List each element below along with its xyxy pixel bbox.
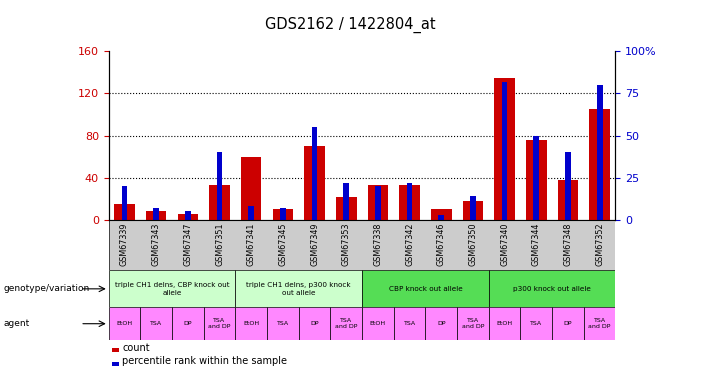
Bar <box>463 201 483 220</box>
Bar <box>273 209 293 220</box>
Bar <box>407 183 412 220</box>
Bar <box>140 308 172 340</box>
Bar <box>236 270 362 308</box>
Bar <box>109 308 140 340</box>
Text: GSM67350: GSM67350 <box>468 222 477 266</box>
Bar <box>280 208 286 220</box>
Text: triple CH1 delns, CBP knock out
allele: triple CH1 delns, CBP knock out allele <box>115 282 229 296</box>
Text: DP: DP <box>184 321 192 326</box>
Bar <box>375 186 381 220</box>
Text: GDS2162 / 1422804_at: GDS2162 / 1422804_at <box>265 17 436 33</box>
Bar <box>236 308 267 340</box>
Text: GSM67352: GSM67352 <box>595 222 604 266</box>
Bar <box>494 78 515 220</box>
Bar <box>336 197 357 220</box>
Text: percentile rank within the sample: percentile rank within the sample <box>123 356 287 366</box>
Text: GSM67349: GSM67349 <box>310 222 319 266</box>
Bar <box>154 208 159 220</box>
Bar <box>343 183 349 220</box>
Bar <box>241 157 261 220</box>
Text: GSM67347: GSM67347 <box>184 222 192 266</box>
Bar <box>362 308 394 340</box>
Bar <box>109 270 236 308</box>
Bar <box>114 204 135 220</box>
Bar <box>172 308 204 340</box>
Bar <box>248 206 254 220</box>
Bar <box>533 136 539 220</box>
Text: EtOH: EtOH <box>243 321 259 326</box>
Bar <box>426 308 457 340</box>
Bar <box>312 127 318 220</box>
Text: TSA: TSA <box>404 321 416 326</box>
Bar <box>558 180 578 220</box>
Bar <box>185 211 191 220</box>
Bar <box>502 82 508 220</box>
Bar <box>109 220 615 270</box>
Text: TSA
and DP: TSA and DP <box>588 318 611 329</box>
Text: p300 knock out allele: p300 knock out allele <box>513 286 591 292</box>
Bar <box>217 153 222 220</box>
Text: TSA
and DP: TSA and DP <box>208 318 231 329</box>
Text: GSM67353: GSM67353 <box>341 222 350 266</box>
Bar <box>304 146 325 220</box>
Bar <box>267 308 299 340</box>
Text: genotype/variation: genotype/variation <box>4 284 90 293</box>
Text: GSM67340: GSM67340 <box>500 222 509 266</box>
Text: DP: DP <box>311 321 319 326</box>
Text: DP: DP <box>564 321 572 326</box>
Bar <box>597 85 603 220</box>
Bar <box>489 308 520 340</box>
Text: TSA: TSA <box>150 321 162 326</box>
Text: GSM67351: GSM67351 <box>215 222 224 266</box>
Text: GSM67338: GSM67338 <box>374 222 383 266</box>
Bar <box>584 308 615 340</box>
Bar <box>299 308 330 340</box>
Text: TSA: TSA <box>277 321 289 326</box>
Bar <box>209 185 230 220</box>
Bar <box>204 308 236 340</box>
Text: agent: agent <box>4 319 29 328</box>
Text: EtOH: EtOH <box>496 321 512 326</box>
Bar <box>330 308 362 340</box>
Text: GSM67348: GSM67348 <box>564 222 573 266</box>
Text: TSA: TSA <box>530 321 543 326</box>
Text: TSA
and DP: TSA and DP <box>335 318 358 329</box>
Text: GSM67343: GSM67343 <box>151 222 161 266</box>
Bar <box>565 153 571 220</box>
Bar <box>367 185 388 220</box>
Text: TSA
and DP: TSA and DP <box>462 318 484 329</box>
Text: triple CH1 delns, p300 knock
out allele: triple CH1 delns, p300 knock out allele <box>246 282 351 296</box>
Text: GSM67345: GSM67345 <box>278 222 287 266</box>
Text: GSM67341: GSM67341 <box>247 222 256 266</box>
Text: DP: DP <box>437 321 446 326</box>
Bar <box>146 211 166 220</box>
Bar <box>489 270 615 308</box>
Bar <box>552 308 584 340</box>
Text: GSM67339: GSM67339 <box>120 222 129 266</box>
Text: GSM67344: GSM67344 <box>532 222 540 266</box>
Text: EtOH: EtOH <box>370 321 386 326</box>
Text: count: count <box>123 343 150 352</box>
Text: GSM67346: GSM67346 <box>437 222 446 266</box>
Bar <box>362 270 489 308</box>
Bar <box>526 140 547 220</box>
Bar <box>431 209 451 220</box>
Bar <box>438 215 444 220</box>
Bar <box>590 109 610 220</box>
Bar <box>121 186 128 220</box>
Text: CBP knock out allele: CBP knock out allele <box>388 286 462 292</box>
Text: GSM67342: GSM67342 <box>405 222 414 266</box>
Bar <box>400 185 420 220</box>
Text: EtOH: EtOH <box>116 321 132 326</box>
Bar <box>457 308 489 340</box>
Bar <box>470 196 476 220</box>
Bar <box>520 308 552 340</box>
Bar <box>394 308 426 340</box>
Bar <box>177 214 198 220</box>
